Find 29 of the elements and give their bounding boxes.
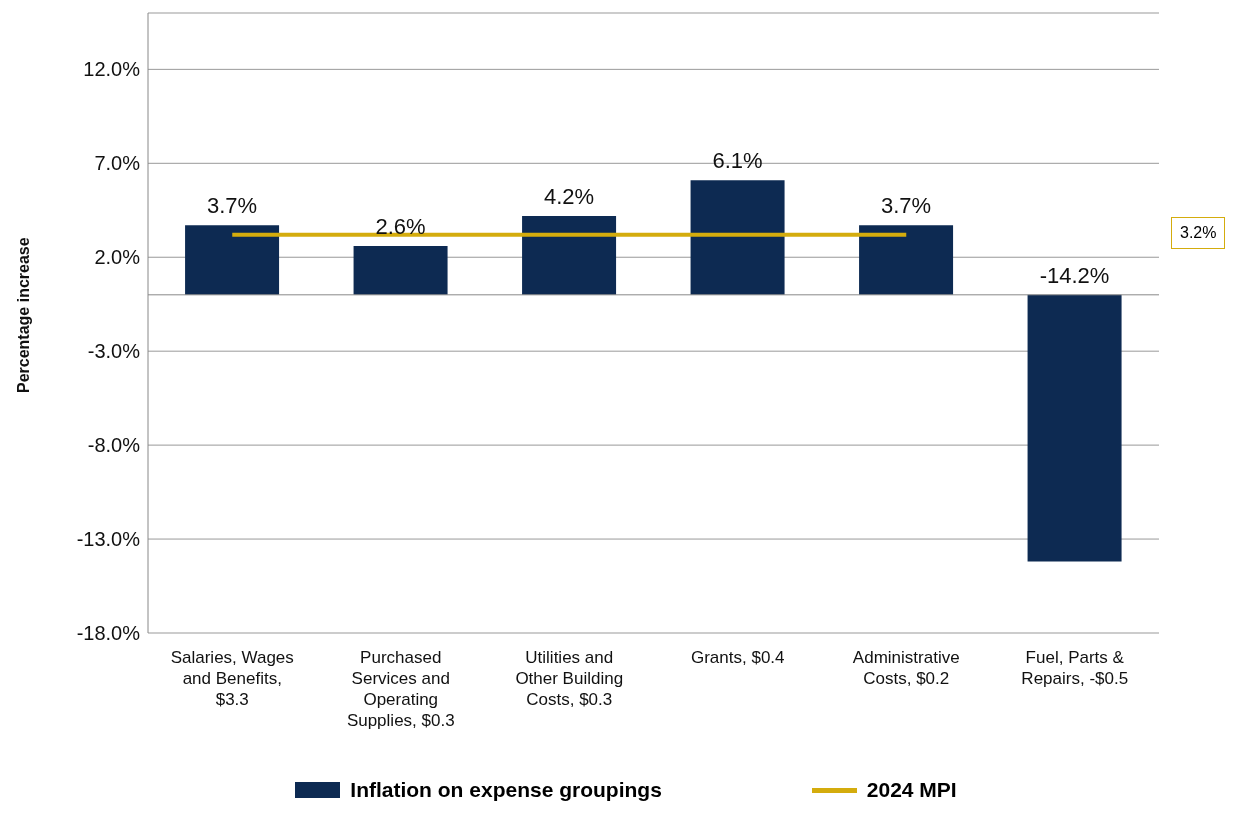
y-tick-label: -8.0% <box>87 434 141 457</box>
y-tick-label: -3.0% <box>87 340 141 363</box>
data-label: -14.2% <box>1039 262 1110 288</box>
bar <box>690 180 785 295</box>
bar <box>353 245 448 295</box>
y-tick-label: -13.0% <box>76 528 141 551</box>
y-tick-label: 2.0% <box>94 246 141 269</box>
y-axis-title: Percentage increase <box>14 237 32 393</box>
legend-label: 2024 MPI <box>866 778 957 802</box>
data-label: 3.7% <box>206 193 258 219</box>
data-label: 4.2% <box>543 183 595 209</box>
x-tick-label: Administrative Costs, $0.2 <box>852 648 960 688</box>
x-tick-label: Fuel, Parts & Repairs, -$0.5 <box>1021 648 1129 688</box>
x-tick-label: Grants, $0.4 <box>690 648 785 667</box>
bar <box>185 225 280 295</box>
bar <box>859 225 954 295</box>
text: 3.2% <box>1171 216 1226 249</box>
y-tick-label: 7.0% <box>94 152 141 175</box>
x-tick-label: Purchased Services and Operating Supplies, $0.3 <box>346 648 455 730</box>
x-tick-label: Salaries, Wages and Benefits, $3.3 <box>170 648 294 709</box>
bar <box>522 215 617 295</box>
legend-label: Inflation on expense groupings <box>350 778 662 802</box>
y-tick-label: 12.0% <box>83 58 141 81</box>
bar <box>1027 294 1122 562</box>
data-label: 3.7% <box>880 193 932 219</box>
y-tick-label: -18.0% <box>76 622 141 645</box>
x-tick-label: Utilities and Other Building Costs, $0.3 <box>515 648 624 709</box>
data-label: 6.1% <box>712 148 763 174</box>
data-label: 2.6% <box>375 213 426 239</box>
